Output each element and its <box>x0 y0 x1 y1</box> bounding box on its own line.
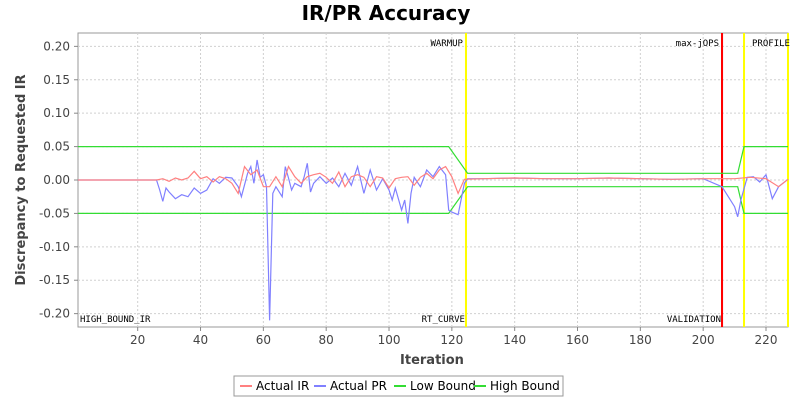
y-tick-label: -0.10 <box>39 240 70 254</box>
x-tick-label: 160 <box>566 333 589 347</box>
series-line <box>78 186 788 214</box>
series-line <box>78 165 789 195</box>
y-tick-label: -0.05 <box>39 206 70 220</box>
marker-label: max-jOPS <box>676 39 719 49</box>
y-tick-label: -0.15 <box>39 273 70 287</box>
y-tick-label: -0.20 <box>39 307 70 321</box>
y-tick-label: 0.15 <box>43 73 70 87</box>
legend-label: Actual PR <box>330 379 387 393</box>
x-tick-label: 140 <box>503 333 526 347</box>
marker-label: PROFILE <box>752 39 790 49</box>
series <box>78 146 789 321</box>
x-tick-label: 220 <box>755 333 778 347</box>
x-tick-label: 100 <box>378 333 401 347</box>
corner-annotation: HIGH_BOUND_IR <box>80 315 151 325</box>
y-tick-label: 0.00 <box>43 173 70 187</box>
y-axis-label: Discrepancy to Requested IR <box>14 74 29 285</box>
series-line <box>78 146 788 174</box>
annotations: WARMUP max-jOPS PROFILE RT_CURVE VALIDATION <box>422 39 790 325</box>
marker-label: VALIDATION <box>667 315 721 325</box>
x-tick-label: 20 <box>130 333 145 347</box>
x-tick-label: 60 <box>256 333 271 347</box>
legend: Actual IR Actual PR Low Bound High Bound <box>240 379 560 393</box>
grid <box>78 33 788 327</box>
legend-label: High Bound <box>490 379 560 393</box>
x-tick-label: 200 <box>692 333 715 347</box>
plot-area <box>77 32 789 328</box>
y-tick-label: 0.05 <box>43 140 70 154</box>
x-tick-label: 80 <box>319 333 334 347</box>
x-tick-label: 120 <box>440 333 463 347</box>
marker-label: RT_CURVE <box>422 315 465 325</box>
y-tick-label: 0.10 <box>43 106 70 120</box>
x-axis-label: Iteration <box>400 353 464 368</box>
legend-label: Actual IR <box>256 379 309 393</box>
y-tick-label: 0.20 <box>43 39 70 53</box>
marker-label: WARMUP <box>430 39 463 49</box>
chart-title: IR/PR Accuracy <box>302 1 471 25</box>
ticks: 20 40 60 80 100 120 140 160 180 200 220 0.20 0.15 0.1… <box>39 39 778 347</box>
legend-label: Low Bound <box>410 379 476 393</box>
x-tick-label: 180 <box>629 333 652 347</box>
x-tick-label: 40 <box>193 333 208 347</box>
